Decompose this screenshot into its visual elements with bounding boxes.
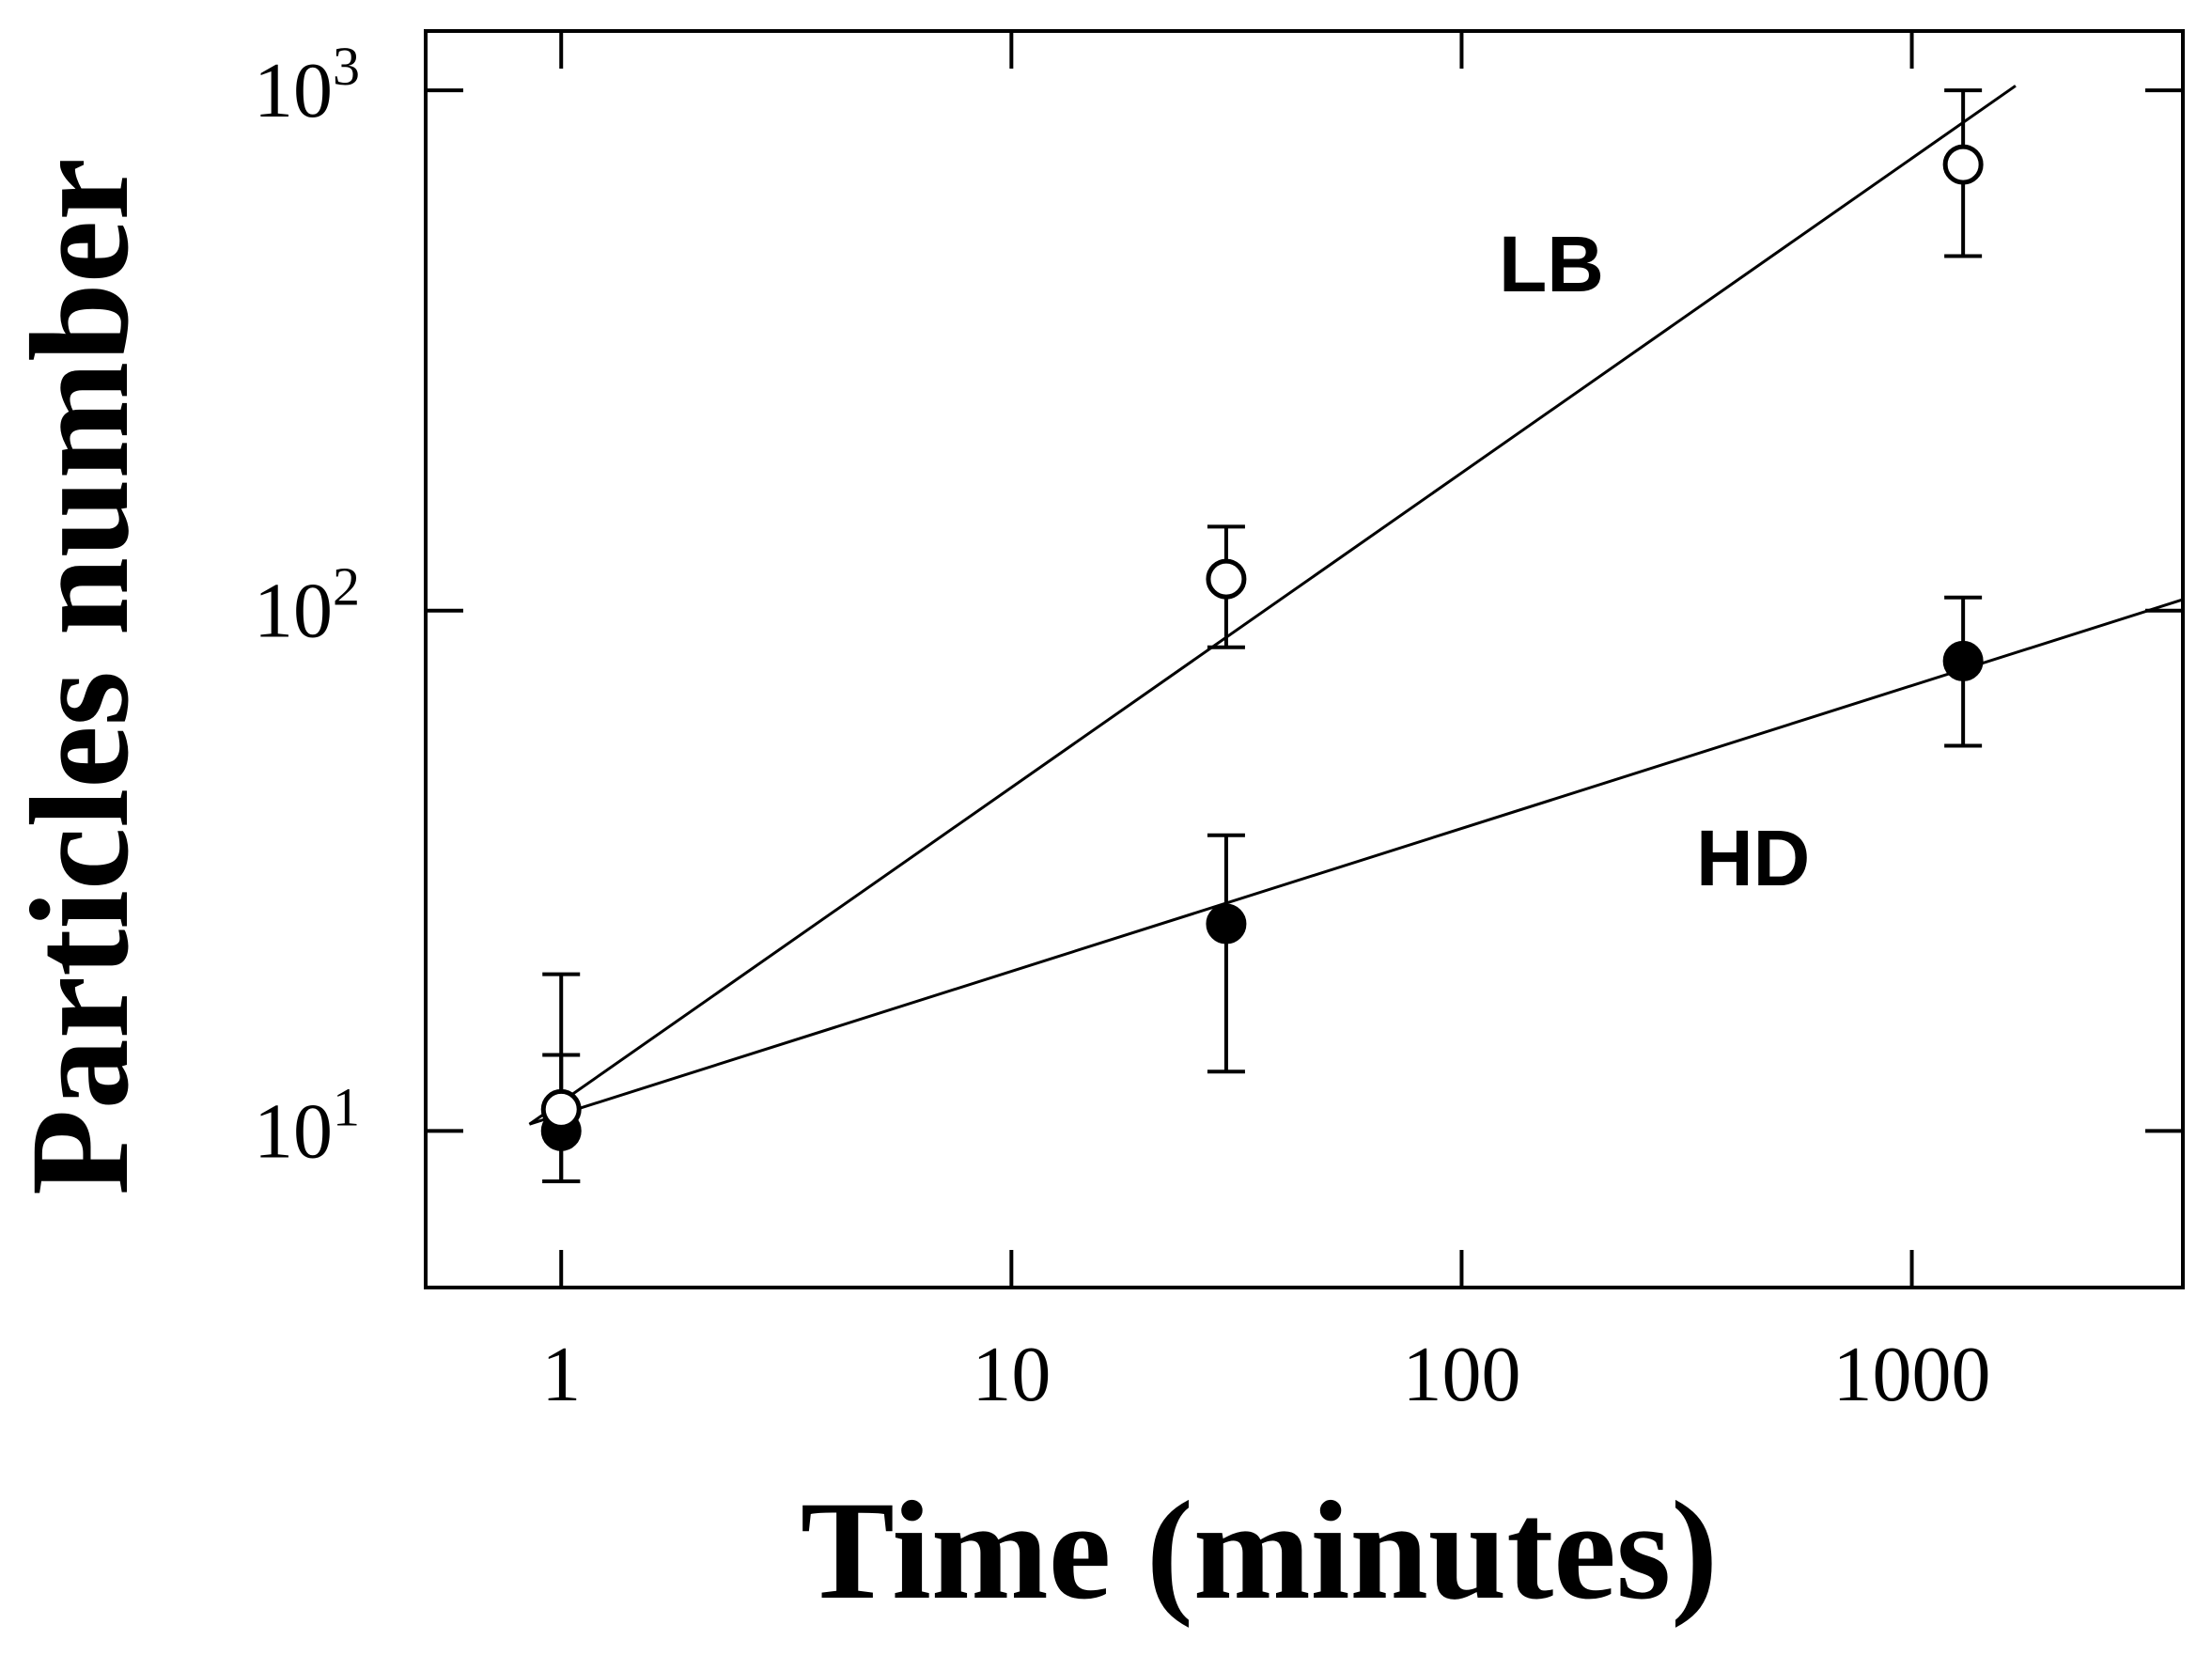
point-lb (1206, 558, 1247, 600)
plot-frame (424, 29, 2185, 1289)
fit-line-hd (528, 598, 2184, 1126)
series-label-hd: HD (1696, 814, 1810, 902)
x-axis-title: Time (minutes) (801, 1473, 1718, 1629)
x-tick-label: 10 (972, 1331, 1051, 1418)
y-tick-label: 101 (254, 1076, 360, 1175)
data-points (540, 144, 1984, 1151)
axis-ticks (426, 31, 2183, 1288)
x-tick-label: 1000 (1833, 1331, 1991, 1418)
x-tick-label: 100 (1402, 1331, 1520, 1418)
fit-line-lb (528, 85, 2017, 1126)
y-tick-label: 103 (254, 36, 360, 134)
series-label-lb: LB (1499, 220, 1604, 308)
point-lb (540, 1088, 582, 1130)
fit-lines (528, 85, 2184, 1126)
x-tick-label: 1 (541, 1331, 581, 1418)
tick-labels: 1 10 100 1000 101 102 103 (254, 36, 1991, 1418)
error-bars (542, 88, 1983, 1183)
point-hd (1206, 903, 1247, 945)
point-lb (1942, 144, 1984, 185)
point-hd (1942, 640, 1984, 681)
y-tick-label: 102 (254, 556, 360, 655)
y-axis-title: Particles number (2, 158, 158, 1195)
